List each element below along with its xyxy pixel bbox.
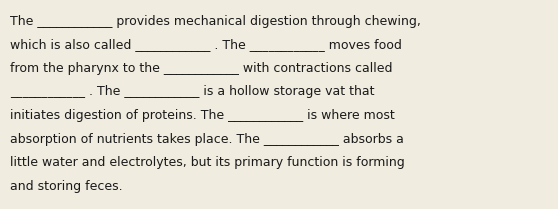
Text: from the pharynx to the ____________ with contractions called: from the pharynx to the ____________ wit… (10, 62, 392, 75)
Text: initiates digestion of proteins. The ____________ is where most: initiates digestion of proteins. The ___… (10, 109, 395, 122)
Text: absorption of nutrients takes place. The ____________ absorbs a: absorption of nutrients takes place. The… (10, 133, 404, 146)
Text: little water and electrolytes, but its primary function is forming: little water and electrolytes, but its p… (10, 156, 405, 169)
Text: The ____________ provides mechanical digestion through chewing,: The ____________ provides mechanical dig… (10, 15, 421, 28)
Text: and storing feces.: and storing feces. (10, 180, 123, 193)
Text: ____________ . The ____________ is a hollow storage vat that: ____________ . The ____________ is a hol… (10, 85, 374, 98)
Text: which is also called ____________ . The ____________ moves food: which is also called ____________ . The … (10, 38, 402, 51)
